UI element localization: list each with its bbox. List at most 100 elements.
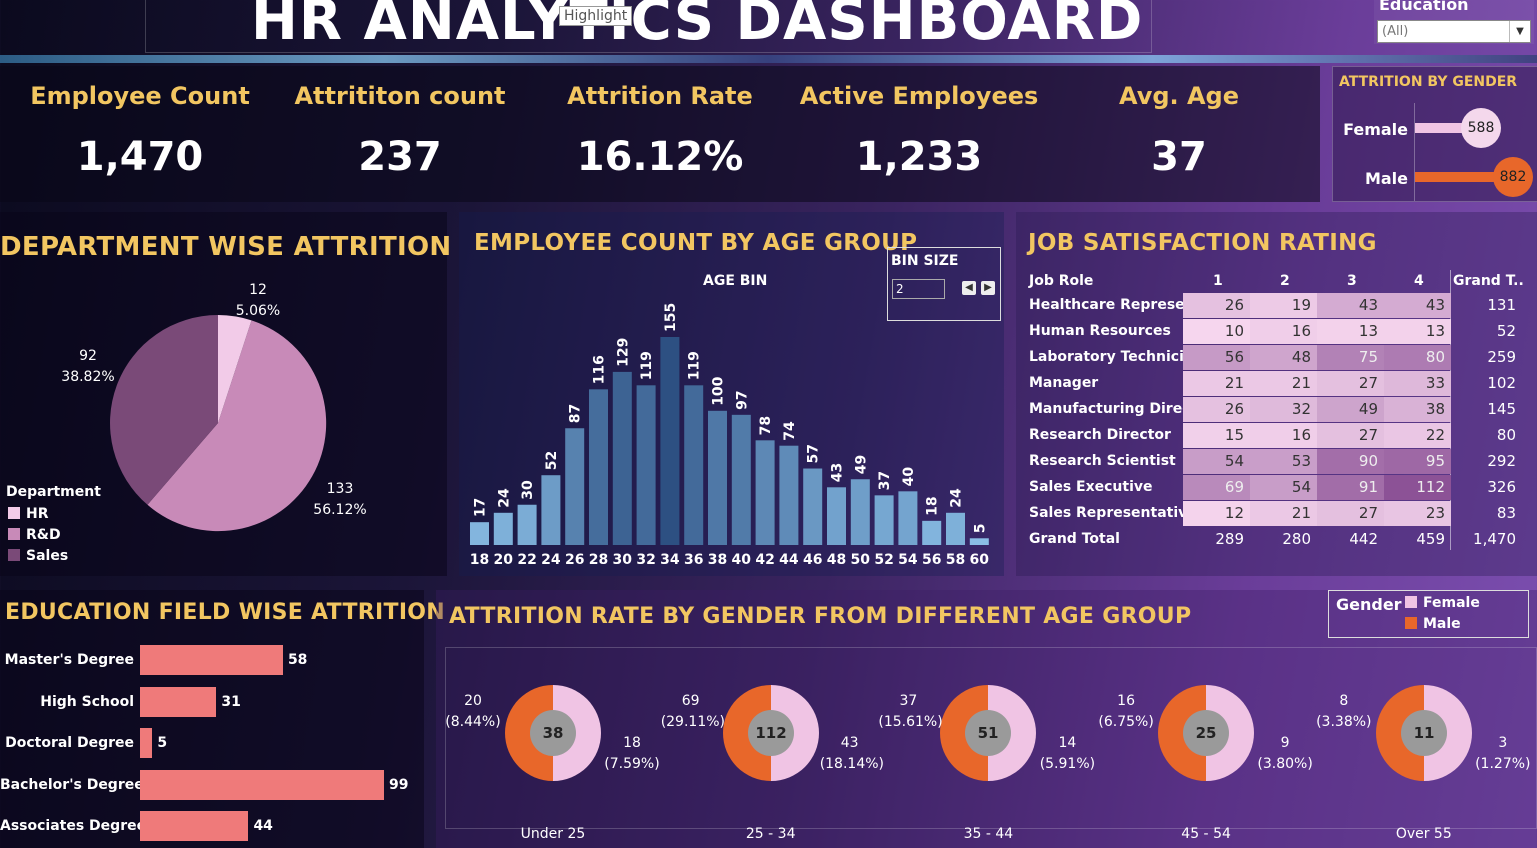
age-gender-donut[interactable]: 38 xyxy=(503,683,603,783)
bin-size-input[interactable]: 2 xyxy=(892,279,945,299)
age-bar[interactable] xyxy=(874,495,894,545)
education-select[interactable]: (All) ▼ xyxy=(1377,20,1531,43)
age-bar[interactable] xyxy=(660,337,680,545)
table-cell[interactable]: 54 xyxy=(1250,475,1317,500)
donut-male-segment[interactable] xyxy=(1375,685,1424,781)
age-bar[interactable] xyxy=(565,428,585,545)
table-cell[interactable]: 27 xyxy=(1317,423,1384,448)
age-bar[interactable] xyxy=(708,410,727,545)
table-cell[interactable]: 26 xyxy=(1183,397,1250,422)
donut-male-segment[interactable] xyxy=(505,685,553,781)
age-bar[interactable] xyxy=(636,385,656,545)
chevron-down-icon[interactable]: ▼ xyxy=(1509,21,1530,42)
table-cell[interactable]: 21 xyxy=(1250,371,1317,396)
age-gender-donut[interactable]: 112 xyxy=(721,683,821,783)
table-cell[interactable]: 13 xyxy=(1384,319,1451,344)
education-bar[interactable] xyxy=(140,645,283,675)
donut-male-segment[interactable] xyxy=(940,685,989,781)
age-bar[interactable] xyxy=(827,487,846,545)
table-cell[interactable]: 23 xyxy=(1384,501,1451,526)
pie-slice-rd[interactable] xyxy=(147,320,327,532)
gender-bar-female[interactable] xyxy=(1415,123,1481,133)
bar-value-label: 40 xyxy=(901,467,917,487)
filter-label: Education xyxy=(1379,0,1469,14)
legend-item-hr[interactable]: HR xyxy=(8,506,49,522)
table-cell[interactable]: 15 xyxy=(1183,423,1250,448)
age-bar[interactable] xyxy=(684,385,704,545)
age-gender-donut[interactable]: 51 xyxy=(938,683,1038,783)
donut-female-segment[interactable] xyxy=(770,685,819,781)
highlight-tooltip[interactable]: Highlight xyxy=(559,6,633,26)
donut-female-segment[interactable] xyxy=(988,685,1037,781)
table-cell[interactable]: 43 xyxy=(1384,293,1451,318)
gender-bar-male[interactable] xyxy=(1415,172,1513,182)
age-gender-donut[interactable]: 11 xyxy=(1374,683,1474,783)
age-bar[interactable] xyxy=(850,479,870,545)
table-cell[interactable]: 33 xyxy=(1384,371,1451,396)
chevron-right-icon[interactable]: ▶ xyxy=(981,281,995,295)
age-bar[interactable] xyxy=(755,440,775,545)
bar-value-label: 18 xyxy=(925,496,941,515)
chevron-left-icon[interactable]: ◀ xyxy=(962,281,976,295)
table-cell[interactable]: 49 xyxy=(1317,397,1384,422)
age-bar[interactable] xyxy=(517,504,537,545)
panel-title: ATTRITION BY GENDER xyxy=(1339,74,1518,90)
age-bar[interactable] xyxy=(731,414,751,545)
age-bar[interactable] xyxy=(946,512,965,545)
table-cell[interactable]: 19 xyxy=(1250,293,1317,318)
table-cell[interactable]: 32 xyxy=(1250,397,1317,422)
table-cell[interactable]: 54 xyxy=(1183,449,1250,474)
donut-male-segment[interactable] xyxy=(1158,685,1207,781)
table-cell[interactable]: 48 xyxy=(1250,345,1317,370)
table-cell[interactable]: 27 xyxy=(1317,371,1384,396)
donut-female-segment[interactable] xyxy=(1423,685,1472,781)
education-bar[interactable] xyxy=(140,811,249,841)
table-cell[interactable]: 69 xyxy=(1183,475,1250,500)
education-bar[interactable] xyxy=(140,728,153,758)
age-bar[interactable] xyxy=(541,475,561,545)
legend-item-sales[interactable]: Sales xyxy=(8,548,68,564)
education-bar[interactable] xyxy=(140,769,384,800)
table-cell[interactable]: 10 xyxy=(1183,319,1250,344)
table-cell[interactable]: 27 xyxy=(1317,501,1384,526)
table-cell[interactable]: 43 xyxy=(1317,293,1384,318)
table-cell[interactable]: 56 xyxy=(1183,345,1250,370)
donut-female-segment[interactable] xyxy=(553,685,601,781)
table-cell[interactable]: 16 xyxy=(1250,423,1317,448)
x-tick-label: 48 xyxy=(827,552,846,568)
table-cell[interactable]: 16 xyxy=(1250,319,1317,344)
table-cell[interactable]: 91 xyxy=(1317,475,1384,500)
table-cell[interactable]: 95 xyxy=(1384,449,1451,474)
table-cell[interactable]: 21 xyxy=(1183,371,1250,396)
legend-item-female[interactable]: Female xyxy=(1405,595,1480,611)
pie-slice-sales[interactable] xyxy=(110,315,218,505)
age-gender-donut[interactable]: 25 xyxy=(1156,683,1256,783)
table-cell[interactable]: 21 xyxy=(1250,501,1317,526)
table-cell[interactable]: 90 xyxy=(1317,449,1384,474)
education-bar[interactable] xyxy=(140,686,217,717)
age-bar[interactable] xyxy=(922,520,942,545)
age-bar[interactable] xyxy=(589,389,608,545)
table-cell[interactable]: 112 xyxy=(1384,475,1451,500)
age-bar[interactable] xyxy=(898,491,918,545)
age-bar[interactable] xyxy=(803,468,823,545)
table-cell[interactable]: 13 xyxy=(1317,319,1384,344)
age-bar[interactable] xyxy=(779,445,799,545)
legend-item-male[interactable]: Male xyxy=(1405,616,1461,632)
age-bar[interactable] xyxy=(969,538,989,545)
age-bar[interactable] xyxy=(470,522,489,545)
age-bar[interactable] xyxy=(493,512,513,545)
table-cell[interactable]: 22 xyxy=(1384,423,1451,448)
table-cell[interactable]: 75 xyxy=(1317,345,1384,370)
table-cell[interactable]: 80 xyxy=(1384,345,1451,370)
pie-slice-hr[interactable] xyxy=(218,315,252,423)
table-cell[interactable]: 53 xyxy=(1250,449,1317,474)
donut-male-segment[interactable] xyxy=(722,685,771,781)
table-cell[interactable]: 38 xyxy=(1384,397,1451,422)
donut-female-segment[interactable] xyxy=(1206,685,1255,781)
age-bar[interactable] xyxy=(612,371,632,545)
table-cell[interactable]: 26 xyxy=(1183,293,1250,318)
male-label: 16 (6.75%) xyxy=(1096,691,1156,733)
table-cell[interactable]: 12 xyxy=(1183,501,1250,526)
legend-item-rd[interactable]: R&D xyxy=(8,527,61,543)
